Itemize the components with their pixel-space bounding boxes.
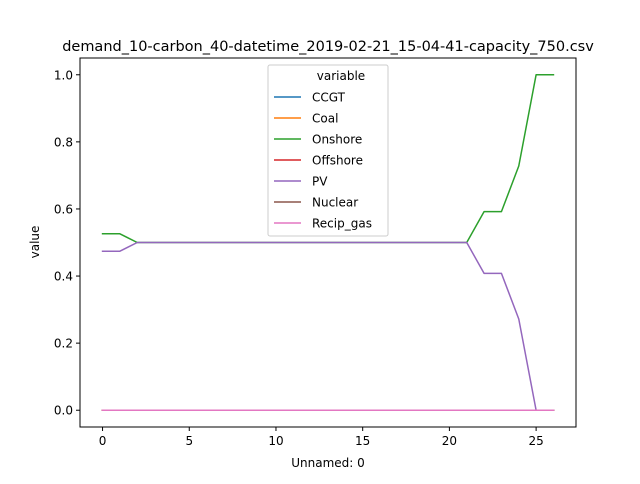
plot-frame: [79, 57, 577, 428]
x-axis-label: Unnamed: 0: [291, 456, 365, 470]
y-axis-label: value: [28, 226, 42, 259]
y-tick-label: 0.0: [54, 404, 73, 418]
legend-items: CCGT Coal Onshore Offshore PV Nuclear Recip_ga…: [274, 91, 372, 231]
series-line-pv: [101, 241, 555, 411]
x-tick-label: 25: [528, 434, 543, 448]
legend-label-pv: PV: [312, 175, 328, 189]
x-tick-label: 15: [355, 434, 370, 448]
y-axis-ticks: 0.0 0.2 0.4 0.6 0.8 1.0: [54, 68, 80, 418]
x-tick-label: 20: [442, 434, 457, 448]
y-tick-label: 0.4: [54, 270, 73, 284]
y-tick-label: 1.0: [54, 68, 73, 82]
y-tick-label: 0.2: [54, 337, 73, 351]
y-tick-label: 0.6: [54, 202, 73, 216]
legend-label-coal: Coal: [312, 112, 338, 126]
legend-label-recip-gas: Recip_gas: [312, 217, 372, 231]
x-tick-label: 5: [185, 434, 193, 448]
legend-label-nuclear: Nuclear: [312, 196, 358, 210]
y-tick-label: 0.8: [54, 135, 73, 149]
series-lines: [101, 74, 555, 411]
x-tick-label: 10: [268, 434, 283, 448]
legend-label-ccgt: CCGT: [312, 91, 346, 105]
x-tick-label: 0: [99, 434, 107, 448]
legend-label-offshore: Offshore: [312, 154, 363, 168]
legend-label-onshore: Onshore: [312, 133, 362, 147]
chart-title: demand_10-carbon_40-datetime_2019-02-21_…: [62, 39, 594, 55]
legend-title: variable: [317, 69, 365, 83]
legend-box: [267, 64, 389, 237]
x-axis-ticks: 0 5 10 15 20 25: [99, 427, 544, 448]
legend: variable CCGT Coal Onshore Offshore PV Nuclea…: [267, 64, 389, 237]
